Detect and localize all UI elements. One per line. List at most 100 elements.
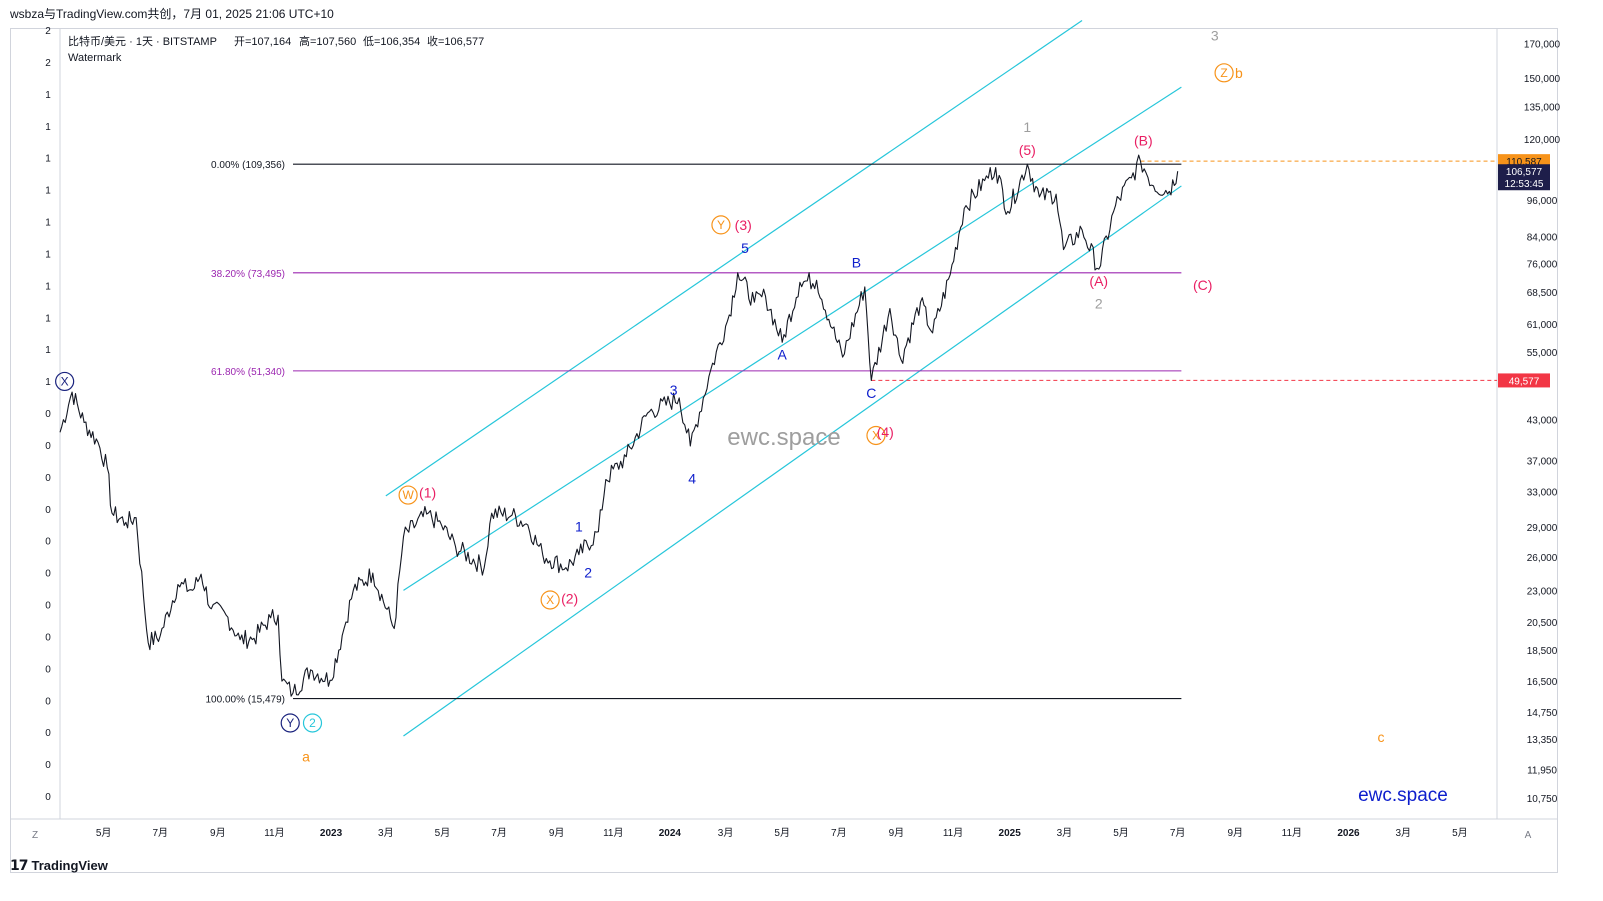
fib-level-label: 100.00% (15,479)	[205, 695, 285, 706]
price-tick-label: 170,000	[1524, 40, 1561, 51]
footer-brand: TradingView	[31, 857, 108, 873]
left-scale-label: 0	[45, 632, 51, 643]
left-scale-label: 0	[45, 696, 51, 707]
price-tick-label: 33,000	[1527, 488, 1558, 499]
price-tick-label: 14,750	[1527, 708, 1558, 719]
wave-label-circle	[866, 425, 886, 446]
left-scale-label: 0	[45, 441, 51, 452]
time-tick-label: 7月	[1170, 827, 1186, 839]
wave-label: 1	[575, 519, 583, 535]
left-scale-label: 0	[45, 728, 51, 739]
wave-label: Y	[286, 716, 294, 730]
wave-label-circle	[711, 215, 731, 235]
price-tick-label: 16,500	[1527, 677, 1558, 688]
price-tick-label: 135,000	[1524, 103, 1561, 114]
wave-label-circle	[280, 713, 300, 733]
fib-level-label: 61.80% (51,340)	[211, 367, 285, 378]
center-watermark: ewc.space	[727, 424, 840, 451]
channel-line	[403, 185, 1182, 737]
watermark-label: Watermark	[68, 52, 122, 64]
wave-label: 3	[670, 382, 678, 398]
fib-level-label: 0.00% (109,356)	[211, 160, 285, 171]
wave-label: B	[852, 254, 861, 270]
price-badge	[1498, 373, 1550, 388]
corner-right: A	[1525, 830, 1532, 841]
left-scale-label: 1	[45, 218, 51, 229]
wave-label-circle	[55, 371, 75, 392]
price-tick-label: 55,000	[1527, 348, 1558, 359]
left-scale-label: 0	[45, 601, 51, 612]
corner-left: Z	[32, 830, 38, 841]
chart-frame	[10, 28, 1558, 873]
time-tick-label: 11月	[603, 827, 623, 839]
left-scale-label: 1	[45, 154, 51, 165]
ohlc-open: 开=107,164	[234, 36, 291, 48]
price-tick-label: 20,500	[1527, 618, 1558, 629]
price-badge-label: 110,587	[1506, 157, 1542, 168]
time-tick-label: 9月	[549, 827, 565, 839]
wave-label: X	[546, 593, 554, 607]
left-scale-label: 1	[45, 186, 51, 197]
wave-label: A	[778, 347, 788, 363]
price-tick-label: 13,350	[1527, 735, 1558, 746]
wave-label: (B)	[1134, 133, 1153, 149]
time-tick-label: 5月	[435, 827, 451, 839]
wave-label: (4)	[877, 424, 894, 440]
price-tick-label: 96,000	[1527, 196, 1558, 207]
wave-label: c	[1377, 729, 1384, 745]
price-tick-label: 68,500	[1527, 288, 1558, 299]
price-tick-label: 10,750	[1527, 794, 1558, 805]
price-tick-label: 120,000	[1524, 135, 1561, 146]
wave-label: Z	[1220, 66, 1227, 80]
left-scale-label: 1	[45, 345, 51, 356]
ohlc-high: 高=107,560	[299, 34, 356, 48]
left-scale-label: 0	[45, 473, 51, 484]
wave-label: 3	[1211, 27, 1219, 43]
price-tick-label: 26,000	[1527, 553, 1558, 564]
left-scale-label: 1	[45, 249, 51, 260]
time-tick-label: 11月	[1282, 827, 1302, 839]
time-tick-label: 9月	[1227, 827, 1243, 839]
fib-level-label: 38.20% (73,495)	[211, 269, 285, 280]
time-tick-label: 2024	[659, 828, 682, 839]
wave-label: X	[872, 428, 880, 442]
symbol-line: 比特币/美元 · 1天 · BITSTAMP	[68, 34, 217, 48]
left-scale-label: 0	[45, 760, 51, 771]
price-series-line	[59, 154, 1179, 697]
chart-caption: wsbza与TradingView.com共创，7月 01, 2025 21:0…	[10, 7, 334, 21]
countdown-label: 12:53:45	[1505, 179, 1544, 190]
price-tick-label: 150,000	[1524, 74, 1561, 85]
price-tick-label: 37,000	[1527, 456, 1558, 467]
wave-label: a	[302, 748, 310, 764]
ohlc-close: 收=106,577	[427, 34, 484, 48]
wave-label: 2	[309, 716, 316, 730]
tradingview-footer: 𝟭𝟳 TradingView	[10, 856, 108, 874]
time-tick-label: 11月	[264, 827, 284, 839]
wave-label-circle	[540, 590, 560, 610]
time-tick-label: 2023	[320, 828, 343, 839]
time-tick-label: 7月	[152, 827, 168, 839]
left-scale-label: 2	[45, 26, 51, 37]
time-tick-label: 11月	[943, 827, 963, 839]
time-tick-label: 3月	[718, 827, 734, 839]
price-tick-label: 11,950	[1527, 765, 1557, 776]
wave-label: (2)	[561, 591, 578, 607]
left-scale-label: 1	[45, 313, 51, 324]
wave-label-circle	[1214, 63, 1234, 83]
wave-label: 2	[1095, 296, 1103, 312]
wave-label: 4	[688, 471, 696, 487]
left-scale-label: 0	[45, 537, 51, 548]
wave-label: (5)	[1019, 142, 1036, 158]
time-tick-label: 9月	[210, 827, 226, 839]
wave-label: (3)	[735, 217, 752, 233]
time-tick-label: 5月	[1113, 827, 1129, 839]
time-tick-label: 5月	[1452, 827, 1468, 839]
time-tick-label: 5月	[774, 827, 790, 839]
time-tick-label: 5月	[96, 827, 112, 839]
time-tick-label: 3月	[378, 827, 394, 839]
brand-watermark: ewc.space	[1358, 785, 1448, 806]
wave-label: (A)	[1089, 273, 1108, 289]
price-tick-label: 18,500	[1527, 646, 1558, 657]
time-tick-label: 7月	[831, 827, 847, 839]
